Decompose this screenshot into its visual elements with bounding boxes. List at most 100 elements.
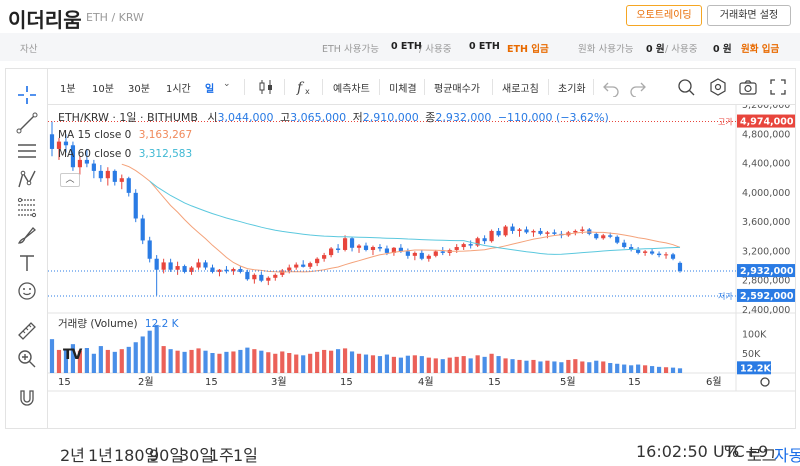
drawing-toolbar xyxy=(6,69,48,428)
price-tick: 4,000,000 xyxy=(742,188,790,199)
volume-bar xyxy=(531,359,536,373)
coin-name: 이더리움 xyxy=(8,8,82,32)
undo-icon[interactable] xyxy=(601,77,621,98)
percent-toggle[interactable]: % xyxy=(724,442,740,461)
log-toggle[interactable]: 로그 xyxy=(747,446,777,465)
volume-bar xyxy=(70,344,76,373)
volume-bar xyxy=(594,360,599,373)
volume-bar xyxy=(224,351,229,373)
interval-1m[interactable]: 1분 xyxy=(60,84,76,95)
volume-tick: 100K xyxy=(742,330,767,341)
candle-body xyxy=(70,145,76,168)
volume-bar xyxy=(391,356,397,373)
ma60-value: 3,312,583 xyxy=(138,148,193,160)
volume-bar xyxy=(91,353,96,373)
redo-icon[interactable] xyxy=(628,77,648,98)
interval-1h[interactable]: 1시간 xyxy=(166,84,191,95)
eth-using-label: / 사용중 xyxy=(419,44,452,55)
forecast-chart-button[interactable]: 예측차트 xyxy=(333,84,370,95)
time-tick: 6월 xyxy=(706,376,722,388)
volume-bar xyxy=(670,367,676,373)
ma15-value: 3,163,267 xyxy=(138,129,193,141)
refresh-button[interactable]: 새로고침 xyxy=(502,84,539,95)
range-1y[interactable]: 1년 xyxy=(88,446,113,465)
settings-hexagon-icon[interactable] xyxy=(708,77,728,97)
volume-bar xyxy=(259,350,264,373)
ohlc-legend: ETH/KRW · 1일 · BITHUMB 시3,044,000 고3,065… xyxy=(58,109,609,125)
volume-value: 12.2 K xyxy=(144,318,179,330)
candle-type-icon[interactable] xyxy=(256,77,276,97)
krw-available-label: 원화 사용가능 xyxy=(578,44,634,55)
krw-deposit-link[interactable]: 원화 입금 xyxy=(741,44,780,55)
volume-bar xyxy=(475,355,480,373)
krw-available-value: 0 원 xyxy=(646,44,665,55)
volume-bar xyxy=(266,352,271,373)
candle-body xyxy=(203,262,208,268)
ma15-line xyxy=(121,163,681,273)
pattern-icon[interactable] xyxy=(15,167,39,191)
trendline-icon[interactable] xyxy=(15,111,39,135)
volume-tick: 50K xyxy=(742,349,761,360)
candle-body xyxy=(294,264,299,268)
emoji-icon[interactable] xyxy=(15,279,39,303)
ruler-icon[interactable] xyxy=(15,319,39,343)
candle-body xyxy=(56,141,62,149)
toolbar-divider xyxy=(244,79,245,95)
search-indicator-icon[interactable] xyxy=(676,77,696,97)
volume-bar xyxy=(273,353,278,373)
crosshair-icon[interactable] xyxy=(15,83,39,107)
volume-bar xyxy=(77,350,83,373)
volume-bar xyxy=(147,330,152,373)
collapse-legend-button[interactable]: ︿ xyxy=(60,173,80,187)
volume-bar xyxy=(49,339,55,373)
auto-scale-toggle[interactable]: 자동 xyxy=(774,446,800,465)
volume-bar xyxy=(482,356,487,373)
candle-body xyxy=(77,159,83,168)
volume-bar xyxy=(398,357,403,373)
candle-body xyxy=(287,267,292,271)
range-2y[interactable]: 2년 xyxy=(60,446,85,465)
candle-body xyxy=(182,266,187,272)
volume-bar xyxy=(301,355,306,373)
candle-body xyxy=(147,240,152,259)
volume-bar xyxy=(608,363,613,373)
fullscreen-icon[interactable] xyxy=(768,77,788,97)
volume-bar xyxy=(405,355,410,373)
open-orders-button[interactable]: 미체결 xyxy=(389,84,417,95)
candle-body xyxy=(573,230,578,233)
toolbar-divider xyxy=(593,79,594,95)
low-tag: 저가 xyxy=(718,292,733,301)
brush-icon[interactable] xyxy=(15,223,39,247)
time-tick: 15 xyxy=(340,377,353,388)
candle-body xyxy=(398,247,403,252)
fibonacci-icon[interactable] xyxy=(15,195,39,219)
volume-bar xyxy=(524,360,529,373)
high-label: 고 xyxy=(280,111,291,124)
magnet-icon[interactable] xyxy=(15,387,39,411)
auto-trade-button[interactable]: 오토트레이딩 xyxy=(626,5,702,26)
price-chart[interactable]: 5,200,000 4,800,000 4,400,000 4,000,000 3,60… xyxy=(48,105,800,465)
candle-body xyxy=(105,170,110,179)
text-icon[interactable] xyxy=(15,251,39,275)
camera-icon[interactable] xyxy=(738,77,758,97)
avg-buy-price-button[interactable]: 평균매수가 xyxy=(434,84,480,95)
reset-button[interactable]: 초기화 xyxy=(558,84,586,95)
trade-settings-button[interactable]: 거래화면 설정 xyxy=(707,5,791,26)
candle-body xyxy=(280,270,285,275)
horizontal-lines-icon[interactable] xyxy=(15,139,39,163)
interval-dropdown-icon[interactable]: ⌄ xyxy=(223,79,231,89)
zoom-in-icon[interactable] xyxy=(15,347,39,371)
eth-deposit-link[interactable]: ETH 입금 xyxy=(507,44,549,55)
time-tick: 15 xyxy=(628,377,641,388)
volume-bar xyxy=(615,363,620,373)
interval-1d[interactable]: 일 xyxy=(205,84,215,95)
asset-label: 자산 xyxy=(20,44,38,55)
range-1d[interactable]: 1일 xyxy=(233,446,258,465)
interval-10m[interactable]: 10분 xyxy=(92,84,114,95)
chart-canvas[interactable]: 5,200,000 4,800,000 4,400,000 4,000,000 3,60… xyxy=(48,105,795,428)
candle-body xyxy=(175,266,180,270)
range-1w[interactable]: 1주 xyxy=(209,446,234,465)
toolbar-divider xyxy=(379,79,380,95)
interval-30m[interactable]: 30분 xyxy=(128,84,150,95)
